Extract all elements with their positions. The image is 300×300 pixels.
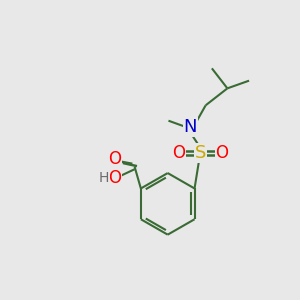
Text: O: O xyxy=(215,144,229,162)
Text: O: O xyxy=(108,150,121,168)
Text: O: O xyxy=(108,169,121,187)
Text: N: N xyxy=(183,118,197,136)
Text: H: H xyxy=(98,171,109,185)
Text: O: O xyxy=(172,144,185,162)
Text: S: S xyxy=(195,144,206,162)
